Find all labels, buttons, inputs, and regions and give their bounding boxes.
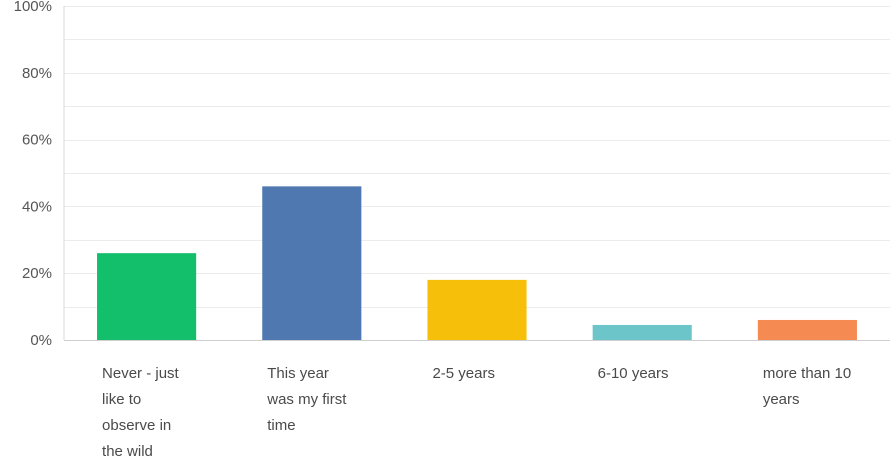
bar[interactable] [262, 186, 362, 340]
y-axis-ticks: 0% 20% 40% 60% 80% 100% [14, 0, 52, 349]
bar[interactable] [427, 279, 527, 340]
category-label: time [267, 417, 295, 434]
category-label: This year [267, 365, 329, 382]
bar[interactable] [97, 253, 197, 340]
x-axis-labels: Never - just like to observe in the wild Thi… [102, 365, 851, 460]
category-label: the wild [102, 443, 153, 460]
y-tick-label: 60% [22, 132, 52, 149]
y-tick-label: 80% [22, 65, 52, 82]
y-tick-label: 0% [30, 332, 52, 349]
y-tick-label: 20% [22, 265, 52, 282]
category-label: more than 10 [763, 365, 851, 382]
bars [97, 186, 857, 340]
category-label: 6-10 years [598, 365, 669, 382]
category-label: was my first [266, 391, 347, 408]
category-label: like to [102, 391, 141, 408]
y-tick-label: 40% [22, 198, 52, 215]
grid-lines [64, 6, 890, 341]
category-label: Never - just [102, 365, 180, 382]
category-label: observe in [102, 417, 171, 434]
category-label: 2-5 years [432, 365, 495, 382]
y-tick-label: 100% [14, 0, 52, 15]
category-label: years [763, 391, 800, 408]
bar[interactable] [757, 319, 857, 340]
bar[interactable] [592, 324, 692, 340]
